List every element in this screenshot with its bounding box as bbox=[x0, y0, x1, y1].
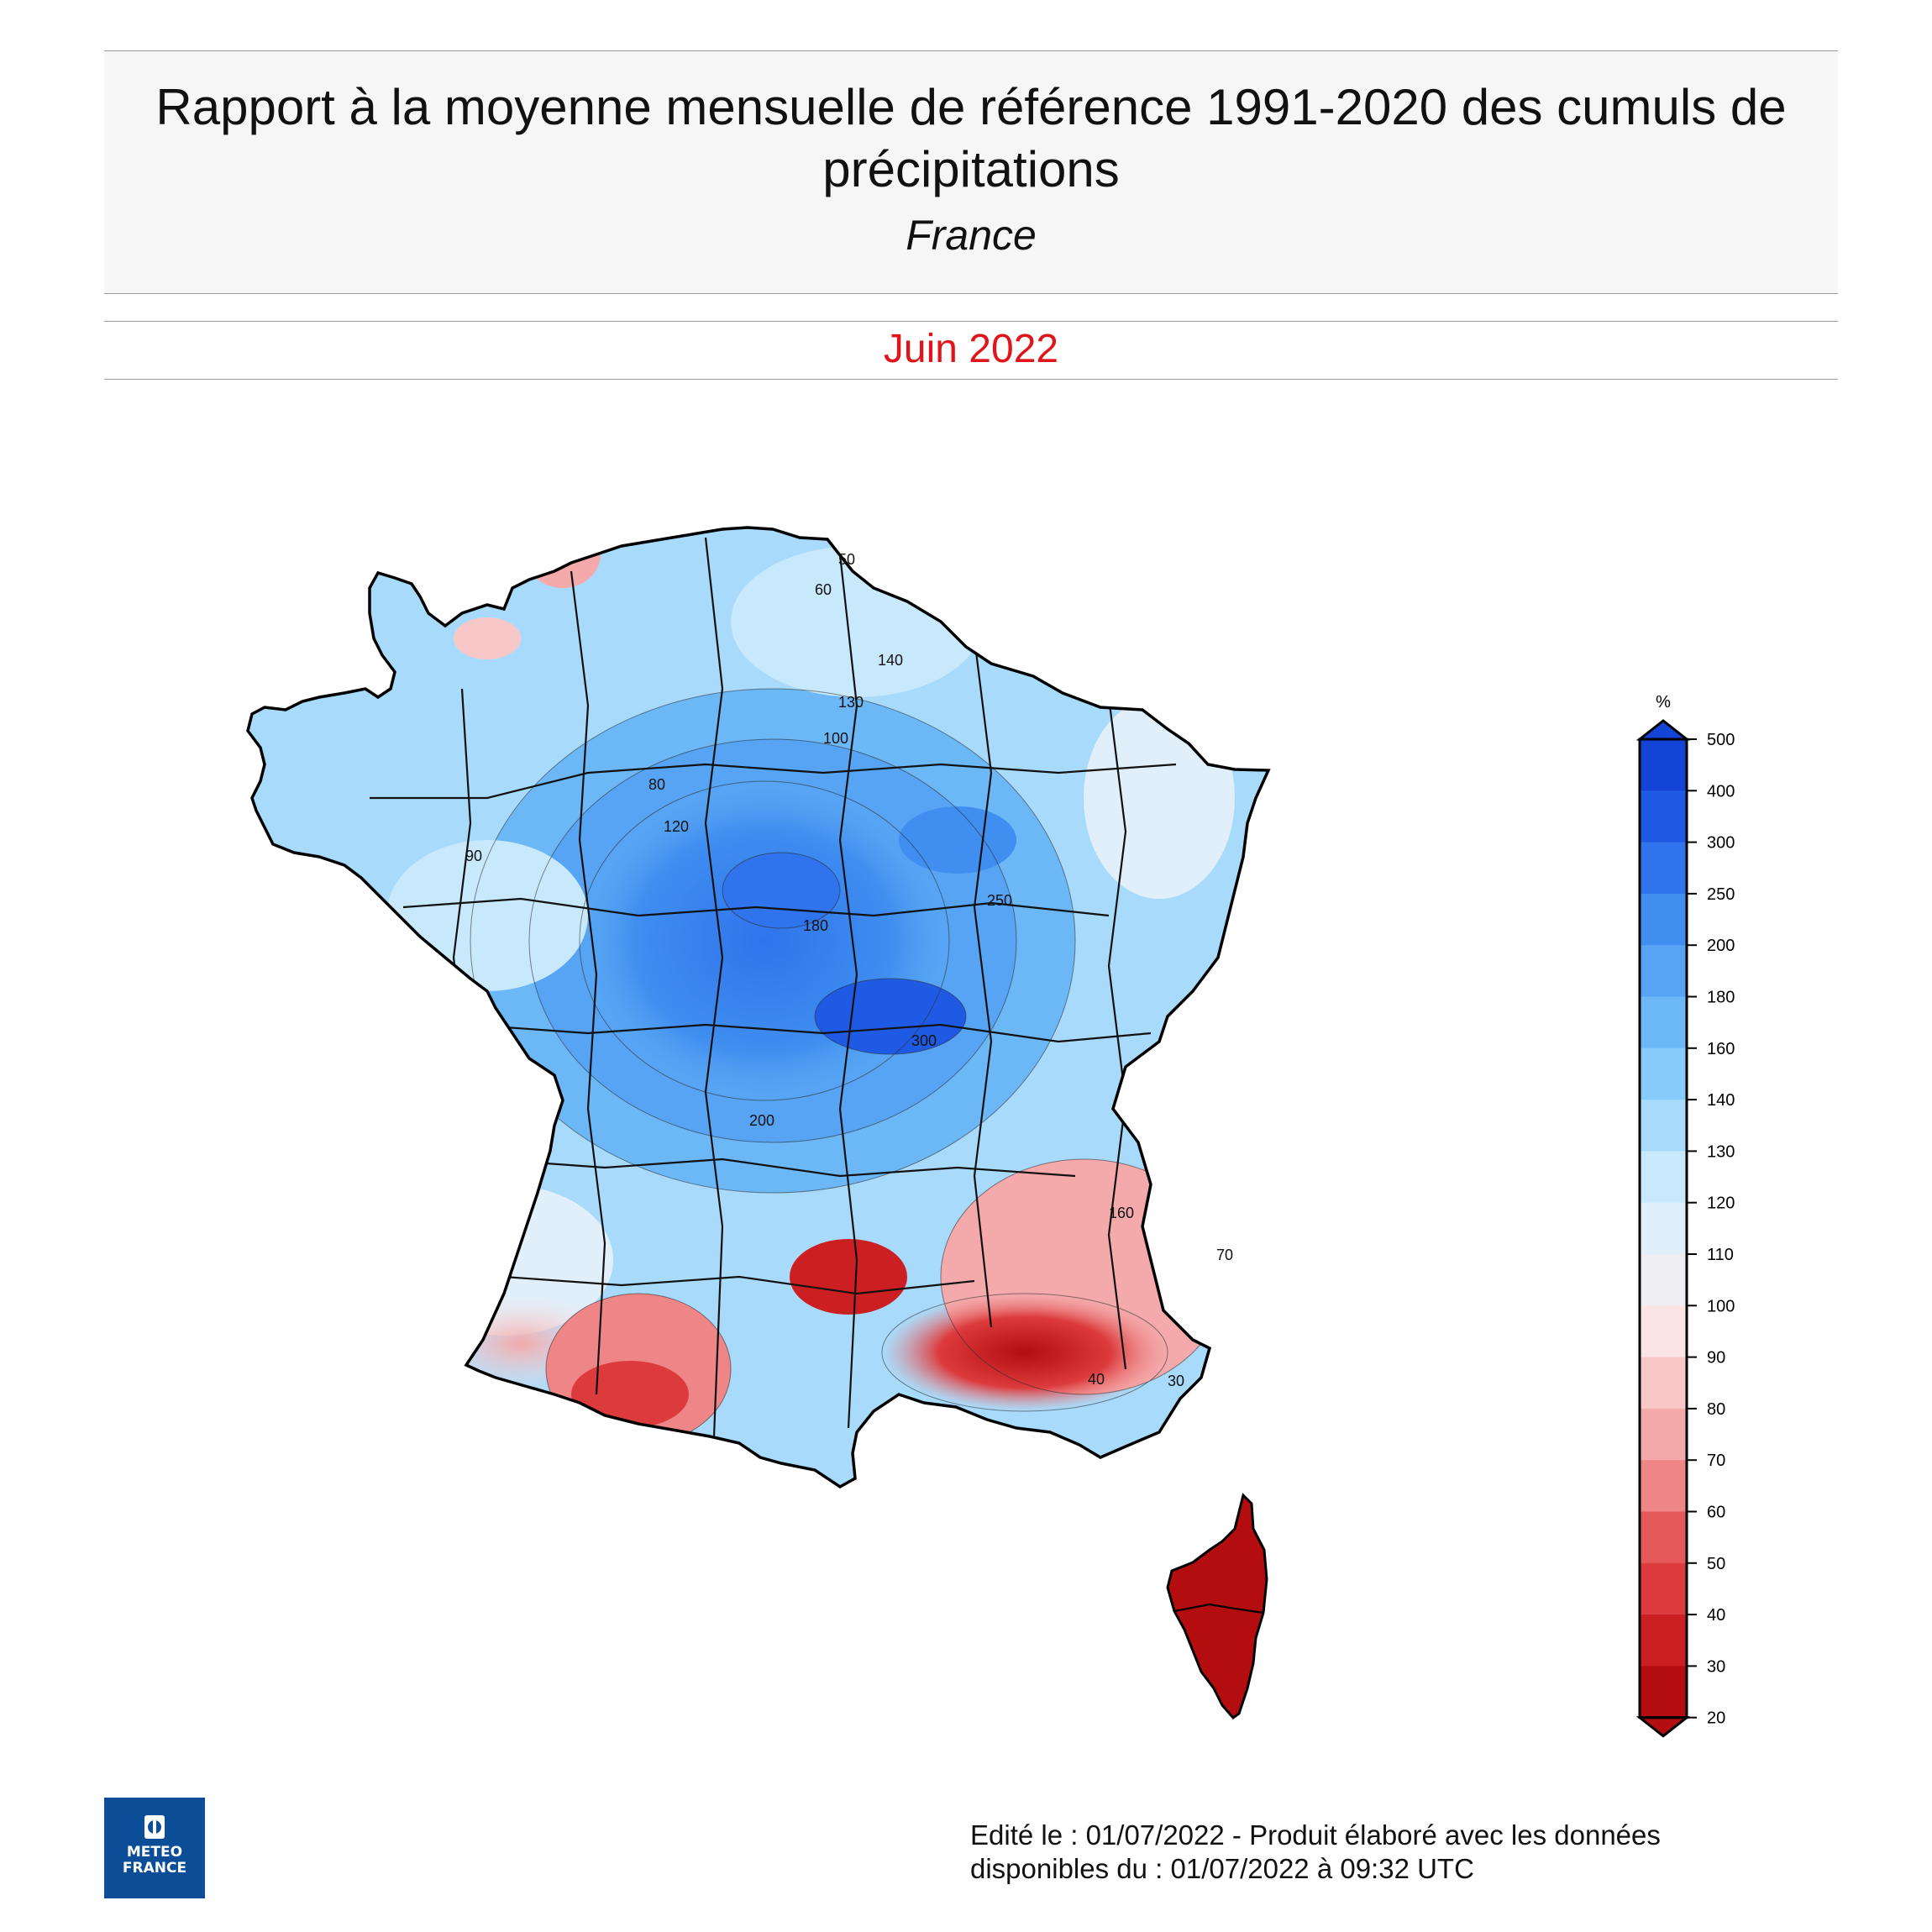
map-label: 90 bbox=[465, 848, 482, 864]
map-label: 100 bbox=[823, 730, 848, 747]
legend-tick-label: 110 bbox=[1707, 1246, 1734, 1264]
map-label: 250 bbox=[987, 892, 1012, 909]
legend-swatch bbox=[1640, 1511, 1687, 1564]
field-north bbox=[731, 546, 983, 697]
map-label: 140 bbox=[878, 652, 903, 669]
edition-note-line1: Edité le : 01/07/2022 - Produit élaboré … bbox=[970, 1819, 1661, 1851]
field-normandy-dry bbox=[454, 617, 521, 659]
legend-swatch bbox=[1640, 1100, 1687, 1152]
france-precipitation-map: 50 60 140 130 100 120 90 80 180 250 300 … bbox=[246, 526, 1270, 1720]
legend-swatch bbox=[1640, 1614, 1687, 1667]
field-300-center bbox=[815, 979, 966, 1054]
legend-unit: % bbox=[1656, 693, 1671, 711]
legend-swatch bbox=[1640, 1305, 1687, 1358]
legend-tick-label: 400 bbox=[1707, 782, 1735, 801]
legend-arrow-top-icon bbox=[1635, 719, 1691, 741]
map-label: 180 bbox=[803, 917, 828, 934]
field-300-west bbox=[722, 853, 840, 928]
legend-tick-label: 70 bbox=[1707, 1452, 1725, 1470]
field-alpes-maritimes bbox=[1134, 1151, 1201, 1268]
legend-tick-label: 100 bbox=[1707, 1297, 1735, 1315]
field-alps-north bbox=[1151, 1033, 1252, 1184]
legend-swatch bbox=[1640, 1151, 1687, 1204]
legend-bar bbox=[1635, 719, 1691, 1738]
legend-tick-label: 30 bbox=[1707, 1657, 1725, 1676]
legend-tick-label: 140 bbox=[1707, 1091, 1735, 1110]
legend-tick-label: 90 bbox=[1707, 1349, 1725, 1368]
legend-tick-label: 160 bbox=[1707, 1040, 1735, 1058]
edition-note: Edité le : 01/07/2022 - Produit élaboré … bbox=[970, 1819, 1793, 1886]
isoline-labels: 50 60 140 130 100 120 90 80 180 250 300 … bbox=[465, 551, 1233, 1389]
legend-tick-label: 200 bbox=[1707, 937, 1735, 955]
field-gard bbox=[790, 1239, 907, 1315]
legend-tick-label: 60 bbox=[1707, 1504, 1725, 1522]
map-period: Juin 2022 bbox=[883, 327, 1059, 371]
legend-arrow-bottom-icon bbox=[1635, 1716, 1691, 1738]
field-lorraine-dry bbox=[1067, 634, 1151, 693]
legend-swatch bbox=[1640, 1666, 1687, 1719]
legend-swatch bbox=[1640, 1254, 1687, 1306]
corsica bbox=[1166, 1493, 1268, 1720]
legend-tick-label: 300 bbox=[1707, 834, 1735, 853]
legend-swatch bbox=[1640, 996, 1687, 1049]
legend-swatch bbox=[1640, 945, 1687, 997]
logo-text-france: FRANCE bbox=[122, 1860, 187, 1877]
color-legend: % 500 400 300 250 200 180 160 140 130 120 110 100 90… bbox=[1635, 693, 1735, 1738]
legend-swatch bbox=[1640, 790, 1687, 843]
map-label: 120 bbox=[664, 818, 689, 835]
legend-swatch bbox=[1640, 1408, 1687, 1461]
field-250-east bbox=[899, 806, 1016, 874]
title-box: Rapport à la moyenne mensuelle de référe… bbox=[104, 50, 1838, 294]
edition-note-line2: disponibles du : 01/07/2022 à 09:32 UTC bbox=[970, 1853, 1474, 1884]
legend-swatch bbox=[1640, 1202, 1687, 1255]
map-region: France bbox=[906, 212, 1037, 259]
map-label: 130 bbox=[838, 694, 864, 711]
legend-swatch bbox=[1640, 1460, 1687, 1512]
legend-tick-label: 120 bbox=[1707, 1194, 1735, 1213]
isolines bbox=[470, 688, 1227, 1446]
field-west bbox=[386, 840, 588, 991]
legend-ticks: 500 400 300 250 200 180 160 140 130 120 110 100 90 80… bbox=[1687, 731, 1735, 1728]
period-box: Juin 2022 bbox=[104, 321, 1838, 380]
legend-swatch bbox=[1640, 842, 1687, 895]
legend-tick-label: 250 bbox=[1707, 885, 1735, 904]
map-label: 160 bbox=[1109, 1205, 1134, 1221]
map-label: 50 bbox=[838, 551, 855, 568]
legend-swatch bbox=[1640, 1047, 1687, 1100]
legend-tick-label: 20 bbox=[1707, 1709, 1725, 1728]
logo-text-meteo: METEO bbox=[126, 1844, 183, 1861]
legend-swatch bbox=[1640, 1357, 1687, 1410]
legend-tick-label: 50 bbox=[1707, 1555, 1725, 1573]
legend-tick-label: 180 bbox=[1707, 989, 1735, 1007]
map-label: 30 bbox=[1168, 1373, 1184, 1389]
legend-tick-label: 80 bbox=[1707, 1400, 1725, 1419]
legend-swatch bbox=[1640, 739, 1687, 791]
map-label: 300 bbox=[911, 1032, 937, 1049]
department-borders bbox=[370, 537, 1177, 1437]
legend-tick-label: 40 bbox=[1707, 1606, 1725, 1625]
meteo-france-mark-icon bbox=[144, 1815, 165, 1839]
map-label: 70 bbox=[1216, 1247, 1233, 1263]
legend-tick-label: 130 bbox=[1707, 1142, 1735, 1161]
field-provence-core bbox=[882, 1294, 1168, 1411]
map-title: Rapport à la moyenne mensuelle de référe… bbox=[155, 79, 1787, 197]
map-label: 60 bbox=[815, 581, 832, 598]
legend-swatch bbox=[1640, 1562, 1687, 1615]
field-roussillon bbox=[571, 1361, 689, 1428]
map-label: 200 bbox=[749, 1112, 774, 1129]
legend-swatch bbox=[1640, 893, 1687, 946]
field-northeast bbox=[1084, 697, 1235, 899]
legend-tick-label: 500 bbox=[1707, 731, 1735, 749]
map-label: 40 bbox=[1088, 1371, 1105, 1388]
legend-frame bbox=[1638, 738, 1688, 1719]
meteo-france-logo: METEO FRANCE bbox=[104, 1798, 205, 1898]
map-label: 80 bbox=[648, 776, 665, 793]
